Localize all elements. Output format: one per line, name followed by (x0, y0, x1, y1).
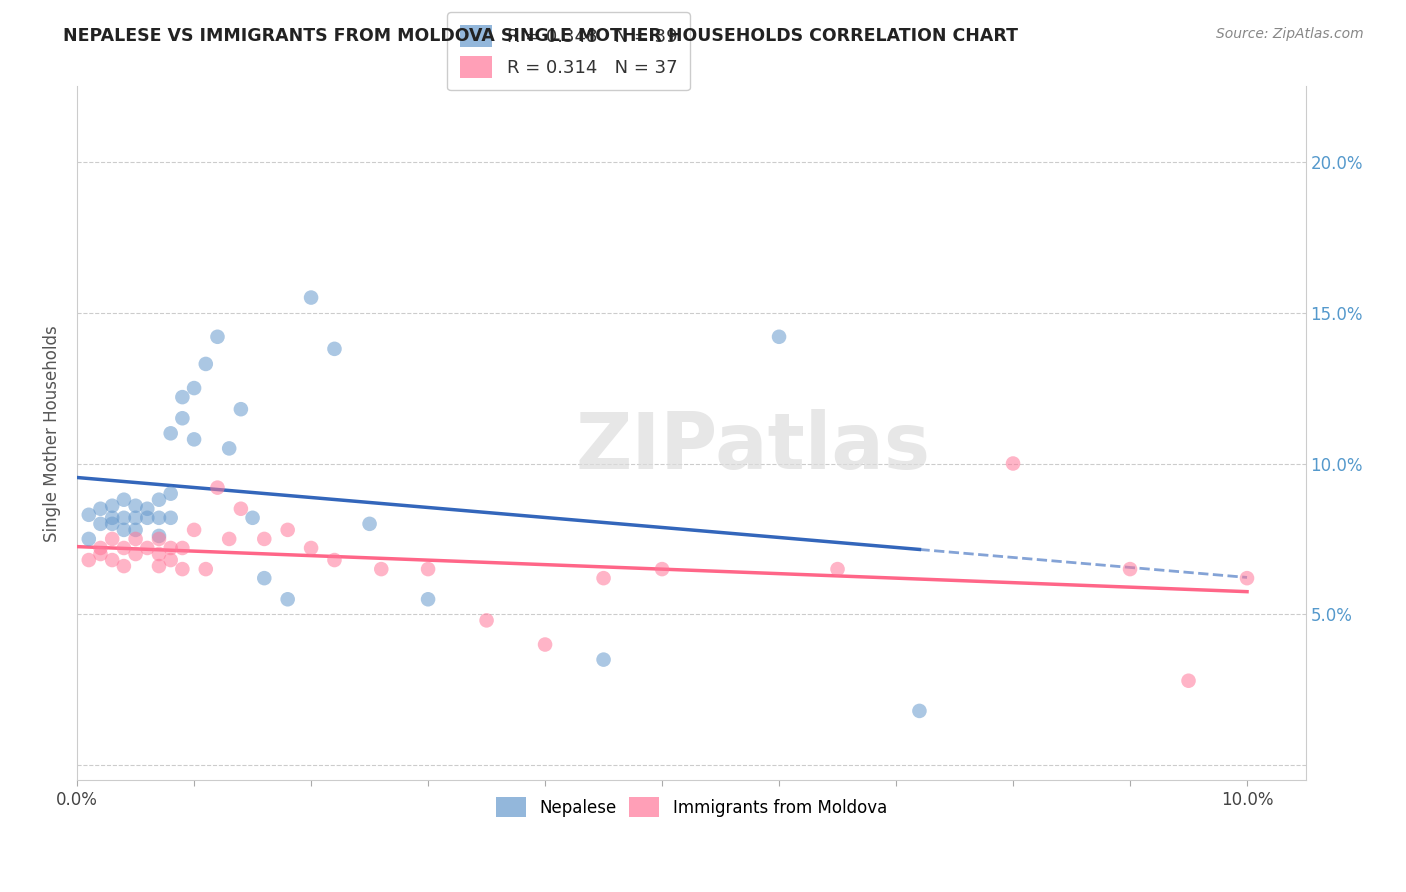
Point (124, 532, 146, 546)
Point (218, 442, 240, 456)
Point (159, 553, 181, 567)
Point (89, 547, 111, 561)
Point (172, 411, 194, 425)
Point (101, 553, 124, 567)
Point (136, 511, 159, 525)
Point (253, 532, 276, 546)
Point (475, 614, 498, 628)
Point (159, 486, 181, 500)
Point (148, 492, 170, 507)
Point (112, 541, 135, 555)
Point (359, 516, 381, 531)
Point (89, 516, 111, 531)
Text: ZIPatlas: ZIPatlas (575, 409, 931, 485)
Point (101, 511, 124, 525)
Point (159, 426, 181, 441)
Point (416, 592, 439, 607)
Point (534, 638, 557, 652)
Point (242, 511, 264, 525)
Point (323, 553, 346, 567)
Point (207, 481, 229, 495)
Point (229, 501, 252, 516)
Point (183, 523, 205, 537)
Point (159, 541, 181, 555)
Point (183, 381, 205, 395)
Point (172, 390, 194, 404)
Point (827, 562, 849, 576)
Point (194, 357, 217, 371)
Point (89, 501, 111, 516)
Point (277, 592, 299, 607)
Point (299, 541, 322, 555)
Point (194, 562, 217, 576)
Point (277, 523, 299, 537)
Point (229, 402, 252, 417)
Point (112, 559, 135, 574)
Point (908, 704, 931, 718)
Point (136, 501, 159, 516)
Point (112, 492, 135, 507)
Point (136, 541, 159, 555)
Point (159, 511, 181, 525)
Point (148, 532, 170, 546)
Point (651, 562, 673, 576)
Text: NEPALESE VS IMMIGRANTS FROM MOLDOVA SINGLE MOTHER HOUSEHOLDS CORRELATION CHART: NEPALESE VS IMMIGRANTS FROM MOLDOVA SING… (63, 27, 1018, 45)
Y-axis label: Single Mother Households: Single Mother Households (44, 325, 60, 541)
Point (148, 529, 170, 543)
Point (77, 532, 100, 546)
Text: Source: ZipAtlas.com: Source: ZipAtlas.com (1216, 27, 1364, 41)
Point (218, 532, 240, 546)
Point (1177, 673, 1199, 688)
Point (1119, 562, 1142, 576)
Point (89, 541, 111, 555)
Point (101, 532, 124, 546)
Point (124, 499, 146, 513)
Point (183, 433, 205, 447)
Point (299, 291, 322, 305)
Point (416, 562, 439, 576)
Point (124, 547, 146, 561)
Point (77, 508, 100, 522)
Point (148, 511, 170, 525)
Point (253, 571, 276, 585)
Point (112, 511, 135, 525)
Point (1236, 571, 1258, 585)
Point (592, 652, 614, 666)
Point (172, 562, 194, 576)
Point (148, 559, 170, 574)
Point (124, 523, 146, 537)
Point (768, 330, 790, 344)
Point (77, 553, 100, 567)
Point (1002, 457, 1025, 471)
Point (172, 541, 194, 555)
Point (592, 571, 614, 585)
Point (370, 562, 392, 576)
Point (148, 547, 170, 561)
Point (101, 499, 124, 513)
Point (101, 516, 124, 531)
Point (124, 511, 146, 525)
Point (207, 330, 229, 344)
Point (112, 523, 135, 537)
Legend: Nepalese, Immigrants from Moldova: Nepalese, Immigrants from Moldova (489, 790, 894, 824)
Point (323, 342, 346, 356)
